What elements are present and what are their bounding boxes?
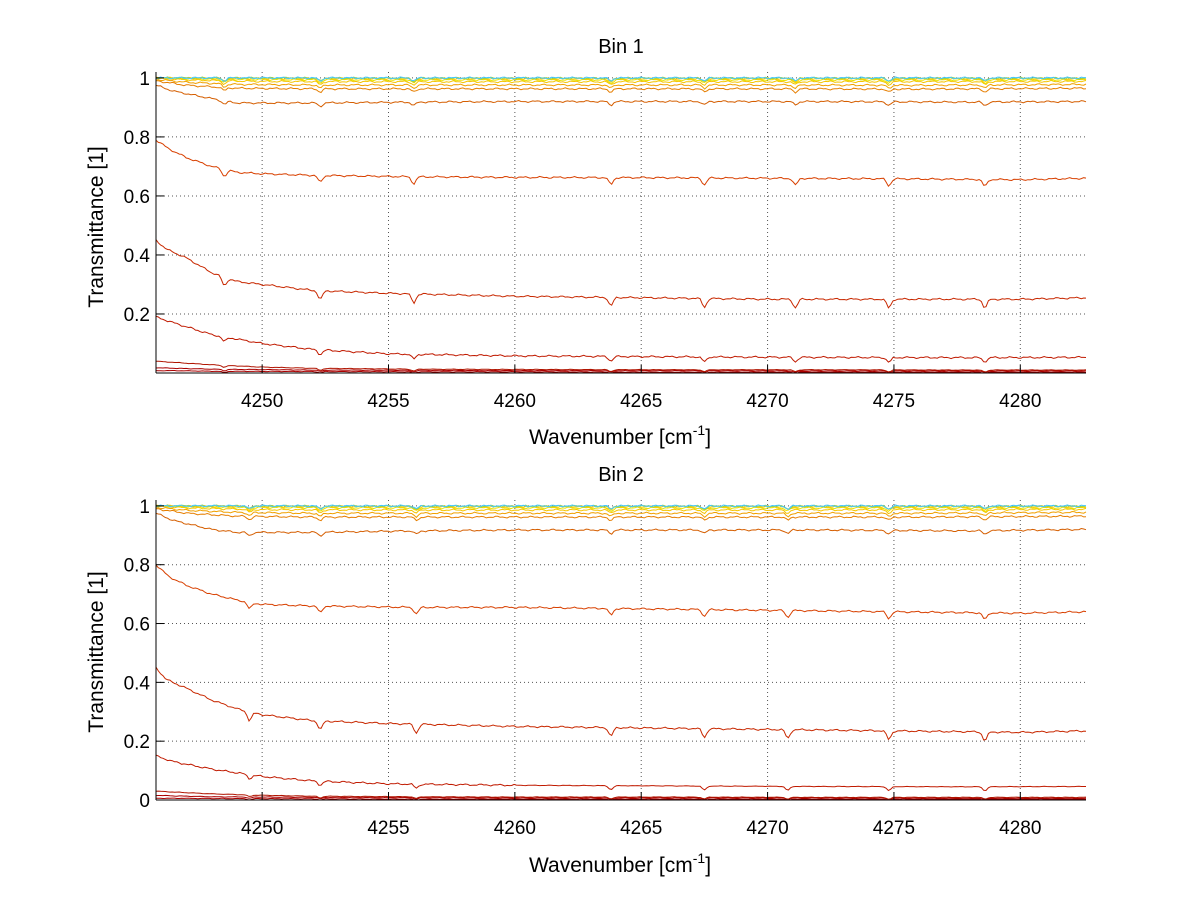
series-line [155, 505, 1087, 515]
series-line [155, 367, 1087, 373]
x-tick-label: 4270 [746, 818, 788, 839]
series-line [155, 564, 1087, 620]
x-tick-label: 4260 [494, 391, 536, 412]
series-line [155, 754, 1086, 792]
series-line [155, 506, 1087, 519]
series-lines [155, 504, 1087, 801]
x-tick-label: 4255 [367, 391, 409, 412]
x-tick-label: 4265 [620, 818, 662, 839]
series-line [155, 76, 1086, 83]
series-line [156, 508, 1087, 522]
grid [156, 72, 1086, 373]
x-tick-label: 4260 [494, 818, 536, 839]
y-tick-label: 0.2 [124, 305, 150, 326]
series-line [155, 504, 1086, 511]
series-line [155, 84, 1087, 108]
chart-panel-bin-2: Bin 2 4250 4255 4260 4265 4270 4275 4280 0 0.2 0.… [85, 464, 1087, 877]
axes [155, 72, 1086, 374]
series-line [155, 139, 1087, 188]
series-line [155, 504, 1087, 511]
y-tick-label: 0 [139, 791, 150, 812]
x-tick-label: 4280 [999, 391, 1041, 412]
y-axis-label: Transmittance [1] [85, 146, 108, 307]
chart-title: Bin 2 [598, 464, 644, 486]
series-line [155, 76, 1087, 83]
series-line [155, 360, 1087, 373]
tick-labels: 4250 4255 4260 4265 4270 4275 4280 0 0.2 0.4 0.6 0.… [124, 497, 1042, 839]
y-tick-label: 0.6 [124, 615, 150, 636]
series-line [155, 239, 1087, 309]
y-tick-label: 0.4 [124, 246, 151, 267]
series-line [155, 790, 1087, 800]
series-lines [155, 76, 1087, 374]
series-line [155, 315, 1087, 363]
y-tick-label: 0.2 [124, 732, 150, 753]
series-line [155, 504, 1087, 513]
x-tick-label: 4280 [999, 818, 1041, 839]
series-line [155, 794, 1087, 801]
series-line [155, 369, 1086, 374]
x-tick-label: 4275 [873, 818, 915, 839]
chart-title: Bin 1 [598, 36, 644, 58]
grid [156, 500, 1086, 800]
x-tick-label: 4250 [241, 818, 283, 839]
series-line [155, 78, 1087, 90]
x-axis-label: Wavenumber [cm-1] [529, 850, 711, 877]
y-tick-label: 0.4 [124, 673, 151, 694]
y-tick-label: 0.8 [124, 128, 150, 149]
tick-labels: 4250 4255 4260 4265 4270 4275 4280 0.2 0.4 0.6 0.8… [124, 69, 1042, 412]
series-line [155, 80, 1087, 94]
x-tick-label: 4265 [620, 391, 662, 412]
series-line [155, 666, 1087, 741]
x-tick-label: 4275 [873, 391, 915, 412]
y-tick-label: 1 [139, 497, 150, 518]
y-axis-label: Transmittance [1] [85, 571, 108, 732]
y-tick-label: 0.8 [124, 556, 150, 577]
x-tick-label: 4270 [746, 391, 788, 412]
series-line [155, 512, 1087, 537]
y-tick-label: 1 [139, 69, 150, 90]
y-tick-label: 0.6 [124, 187, 150, 208]
series-line [155, 77, 1087, 86]
x-axis-label: Wavenumber [cm-1] [529, 422, 711, 449]
series-line [155, 797, 1086, 801]
x-tick-label: 4250 [241, 391, 283, 412]
series-line [155, 76, 1087, 85]
axes [155, 500, 1086, 801]
x-tick-label: 4255 [367, 818, 409, 839]
chart-panel-bin-1: Bin 1 4250 4255 4260 4265 4270 4275 4280 0.2 0.4… [85, 36, 1087, 449]
